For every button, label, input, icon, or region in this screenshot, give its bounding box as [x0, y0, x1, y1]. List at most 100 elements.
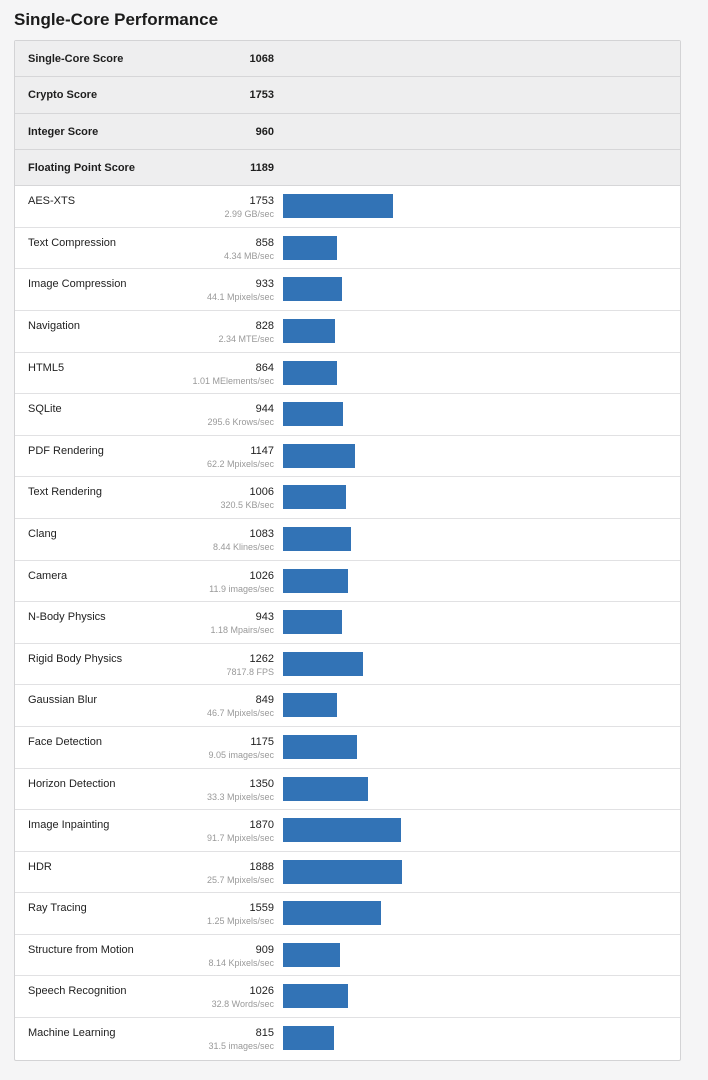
benchmark-row: AES-XTS 1753 2.99 GB/sec: [15, 186, 680, 228]
benchmark-rate: 1.01 MElements/sec: [192, 375, 274, 386]
benchmark-name: Camera: [28, 569, 68, 582]
score-bar: [283, 235, 337, 260]
benchmark-rate: 31.5 images/sec: [208, 1041, 274, 1052]
benchmark-rate: 1.18 Mpairs/sec: [210, 625, 274, 636]
benchmark-row: Structure from Motion 909 8.14 Kpixels/sec: [15, 935, 680, 977]
summary-label: Crypto Score: [28, 89, 98, 102]
benchmark-name: SQLite: [28, 403, 62, 416]
benchmark-row: SQLite 944 295.6 Krows/sec: [15, 394, 680, 436]
score-bar: [283, 734, 357, 759]
score-bar: [283, 443, 355, 468]
benchmark-score: 1026: [249, 569, 274, 582]
benchmark-name: HTML5: [28, 361, 65, 374]
score-bar: [283, 859, 402, 884]
summary-label: Integer Score: [28, 125, 99, 138]
benchmark-rate: 320.5 KB/sec: [220, 500, 274, 511]
benchmark-row: Machine Learning 815 31.5 images/sec: [15, 1018, 680, 1060]
summary-row: Integer Score 960: [15, 113, 680, 150]
benchmark-score: 909: [255, 943, 274, 956]
benchmark-row: Text Rendering 1006 320.5 KB/sec: [15, 477, 680, 519]
benchmark-row: Ray Tracing 1559 1.25 Mpixels/sec: [15, 893, 680, 935]
score-bar: [283, 318, 335, 343]
benchmark-rate: 8.14 Kpixels/sec: [208, 957, 274, 968]
score-bar: [283, 360, 337, 385]
benchmark-score: 1006: [249, 486, 274, 499]
score-bar: [283, 942, 340, 967]
score-bar: [283, 776, 368, 801]
benchmark-row: HDR 1888 25.7 Mpixels/sec: [15, 852, 680, 894]
benchmark-row: Camera 1026 11.9 images/sec: [15, 561, 680, 603]
benchmark-score: 1026: [249, 985, 274, 998]
summary-value: 1068: [249, 53, 274, 65]
benchmark-score: 1083: [249, 527, 274, 540]
benchmark-rate: 25.7 Mpixels/sec: [206, 874, 274, 885]
benchmark-rate: 62.2 Mpixels/sec: [206, 458, 274, 469]
benchmark-score: 1753: [249, 195, 274, 208]
benchmark-rate: 7817.8 FPS: [226, 666, 274, 677]
benchmark-row: Gaussian Blur 849 46.7 Mpixels/sec: [15, 685, 680, 727]
benchmark-score: 1870: [249, 819, 274, 832]
benchmark-score: 1175: [250, 735, 274, 748]
benchmark-name: Image Inpainting: [28, 819, 110, 832]
page-title: Single-Core Performance: [14, 10, 219, 29]
benchmark-name: Speech Recognition: [28, 985, 127, 998]
benchmark-score: 933: [255, 278, 274, 291]
summary-value: 960: [255, 125, 274, 138]
benchmark-name: Rigid Body Physics: [28, 652, 123, 665]
summary-label: Floating Point Score: [28, 161, 135, 174]
results-table: Single-Core Score 1068 Crypto Score 1753 Int…: [14, 40, 681, 1061]
benchmark-rate: 1.25 Mpixels/sec: [206, 916, 274, 927]
summary-row: Single-Core Score 1068: [15, 41, 680, 78]
benchmark-score: 1262: [249, 652, 274, 665]
summary-row: Floating Point Score 1189: [15, 149, 680, 187]
benchmark-row: Horizon Detection 1350 33.3 Mpixels/sec: [15, 769, 680, 811]
summary-section: Single-Core Score 1068 Crypto Score 1753 Int…: [15, 41, 680, 187]
benchmark-rate: 2.34 MTE/sec: [218, 333, 274, 344]
benchmark-rate: 4.34 MB/sec: [223, 250, 274, 261]
benchmark-rate: 44.1 Mpixels/sec: [206, 292, 274, 303]
benchmark-score: 943: [255, 611, 274, 624]
benchmark-name: Gaussian Blur: [28, 694, 98, 707]
benchmark-name: Navigation: [28, 319, 80, 332]
benchmark-score: 864: [255, 361, 274, 374]
benchmark-rate: 295.6 Krows/sec: [207, 417, 274, 428]
benchmark-rate: 9.05 images/sec: [208, 749, 274, 760]
benchmark-section: AES-XTS 1753 2.99 GB/sec Text Compression 85…: [15, 186, 680, 1059]
benchmark-name: PDF Rendering: [28, 444, 104, 457]
benchmark-row: Image Compression 933 44.1 Mpixels/sec: [15, 269, 680, 311]
benchmark-row: Clang 1083 8.44 Klines/sec: [15, 519, 680, 561]
score-bar: [283, 568, 348, 593]
benchmark-rate: 33.3 Mpixels/sec: [206, 791, 274, 802]
summary-value: 1753: [249, 89, 274, 102]
benchmark-name: Structure from Motion: [28, 943, 134, 956]
score-bar: [283, 402, 343, 427]
benchmark-row: N-Body Physics 943 1.18 Mpairs/sec: [15, 602, 680, 644]
benchmark-row: Rigid Body Physics 1262 7817.8 FPS: [15, 644, 680, 686]
summary-label: Single-Core Score: [28, 53, 124, 65]
benchmark-row: Navigation 828 2.34 MTE/sec: [15, 311, 680, 353]
benchmark-rate: 32.8 Words/sec: [211, 999, 274, 1010]
score-bar: [283, 818, 401, 843]
benchmark-name: Machine Learning: [28, 1027, 116, 1040]
benchmark-name: Image Compression: [28, 278, 127, 291]
benchmark-row: PDF Rendering 1147 62.2 Mpixels/sec: [15, 436, 680, 478]
benchmark-rate: 2.99 GB/sec: [224, 209, 274, 220]
score-bar: [283, 901, 381, 926]
benchmark-name: Text Compression: [28, 236, 117, 249]
benchmark-rate: 46.7 Mpixels/sec: [206, 708, 274, 719]
benchmark-score: 1350: [249, 777, 274, 790]
benchmark-name: Face Detection: [28, 735, 102, 748]
benchmark-name: Horizon Detection: [28, 777, 116, 790]
benchmark-name: N-Body Physics: [28, 611, 106, 624]
benchmark-score: 815: [255, 1027, 274, 1040]
benchmark-score: 849: [255, 694, 274, 707]
summary-row: Crypto Score 1753: [15, 77, 680, 114]
score-bar: [283, 194, 393, 219]
score-bar: [283, 610, 342, 635]
benchmark-row: HTML5 864 1.01 MElements/sec: [15, 353, 680, 395]
benchmark-name: AES-XTS: [28, 195, 76, 208]
benchmark-row: Image Inpainting 1870 91.7 Mpixels/sec: [15, 810, 680, 852]
benchmark-name: HDR: [28, 860, 52, 873]
benchmark-score: 858: [255, 236, 274, 249]
benchmark-rate: 8.44 Klines/sec: [212, 541, 274, 552]
